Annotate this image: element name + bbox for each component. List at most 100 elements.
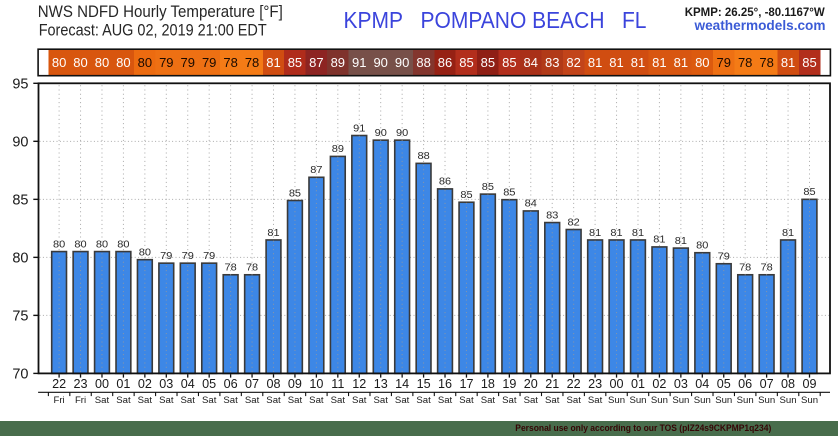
svg-text:80: 80 [95,55,109,70]
svg-text:Sat: Sat [459,395,474,406]
svg-text:88: 88 [417,151,430,162]
svg-text:78: 78 [761,263,774,274]
svg-text:85: 85 [502,55,516,70]
svg-text:Sun: Sun [629,395,646,406]
svg-text:23: 23 [74,377,88,391]
svg-text:23: 23 [588,377,602,391]
svg-text:Sat: Sat [116,395,131,406]
svg-text:03: 03 [159,377,173,391]
svg-text:85: 85 [289,188,302,199]
svg-text:88: 88 [416,55,430,70]
svg-text:07: 07 [245,377,259,391]
svg-text:09: 09 [802,377,816,391]
svg-text:Sun: Sun [780,395,797,406]
svg-text:Sat: Sat [373,395,388,406]
svg-text:Sat: Sat [566,395,581,406]
svg-text:Sat: Sat [223,395,238,406]
svg-text:07: 07 [760,377,774,391]
svg-text:Sun: Sun [801,395,818,406]
svg-text:83: 83 [545,55,559,70]
svg-text:78: 78 [738,55,752,70]
svg-text:80: 80 [695,55,709,70]
svg-text:81: 81 [781,55,795,70]
svg-text:16: 16 [438,377,452,391]
svg-text:91: 91 [353,123,366,134]
svg-text:80: 80 [138,55,152,70]
svg-text:81: 81 [610,228,623,239]
svg-text:85: 85 [803,187,816,198]
svg-text:Sat: Sat [481,395,496,406]
svg-text:01: 01 [116,377,130,391]
svg-text:84: 84 [524,55,538,70]
svg-text:12: 12 [352,377,366,391]
svg-text:08: 08 [266,377,280,391]
svg-text:91: 91 [352,55,366,70]
svg-text:10: 10 [309,377,323,391]
svg-text:Sat: Sat [266,395,281,406]
svg-text:81: 81 [266,55,280,70]
svg-text:79: 79 [181,55,195,70]
svg-text:80: 80 [96,239,109,250]
svg-text:Sun: Sun [672,395,689,406]
svg-text:85: 85 [12,193,28,209]
svg-text:06: 06 [224,377,238,391]
svg-text:85: 85 [481,55,495,70]
svg-text:Sat: Sat [245,395,260,406]
svg-text:Sat: Sat [395,395,410,406]
svg-text:82: 82 [566,55,580,70]
svg-text:Fri: Fri [75,395,86,406]
svg-text:79: 79 [718,252,731,263]
svg-text:75: 75 [12,309,28,325]
svg-text:Sat: Sat [309,395,324,406]
svg-text:81: 81 [675,236,688,247]
svg-text:79: 79 [203,251,216,262]
svg-text:Sat: Sat [95,395,110,406]
svg-text:81: 81 [267,228,280,239]
svg-text:89: 89 [331,55,345,70]
svg-text:85: 85 [482,182,495,193]
svg-text:81: 81 [652,55,666,70]
svg-text:Sun: Sun [737,395,754,406]
svg-text:Sun: Sun [715,395,732,406]
svg-text:Sat: Sat [331,395,346,406]
svg-text:15: 15 [417,377,431,391]
svg-text:81: 81 [609,55,623,70]
svg-text:18: 18 [481,377,495,391]
svg-text:Sat: Sat [588,395,603,406]
svg-text:81: 81 [674,55,688,70]
svg-text:78: 78 [225,263,238,274]
svg-text:78: 78 [223,55,237,70]
svg-text:80: 80 [117,239,130,250]
svg-text:KPMP: 26.25°, -80.1167°W: KPMP: 26.25°, -80.1167°W [685,5,826,19]
svg-text:78: 78 [759,55,773,70]
svg-text:89: 89 [332,144,345,155]
svg-text:90: 90 [375,128,388,139]
svg-text:Sat: Sat [202,395,217,406]
svg-text:81: 81 [782,228,795,239]
svg-text:83: 83 [546,210,559,221]
svg-text:06: 06 [738,377,752,391]
svg-text:Sun: Sun [651,395,668,406]
svg-text:81: 81 [653,235,666,246]
svg-text:Personal use only according to: Personal use only according to our TOS (… [515,423,771,433]
svg-text:NWS NDFD Hourly Temperature [°: NWS NDFD Hourly Temperature [°F] [38,3,283,21]
svg-text:19: 19 [502,377,516,391]
svg-text:00: 00 [610,377,624,391]
svg-text:04: 04 [181,377,195,391]
svg-text:70: 70 [12,367,28,383]
svg-text:90: 90 [12,135,28,151]
svg-text:20: 20 [524,377,538,391]
svg-text:81: 81 [632,228,645,239]
svg-text:22: 22 [567,377,581,391]
svg-text:Sat: Sat [181,395,196,406]
svg-text:Sun: Sun [608,395,625,406]
svg-text:85: 85 [459,55,473,70]
svg-text:Fri: Fri [54,395,65,406]
svg-text:11: 11 [331,377,344,391]
svg-text:Forecast: AUG 02, 2019 21:00 E: Forecast: AUG 02, 2019 21:00 EDT [39,22,267,40]
svg-text:80: 80 [53,239,66,250]
svg-text:21: 21 [545,377,559,391]
svg-text:78: 78 [245,55,259,70]
svg-text:05: 05 [202,377,216,391]
svg-text:79: 79 [160,251,173,262]
